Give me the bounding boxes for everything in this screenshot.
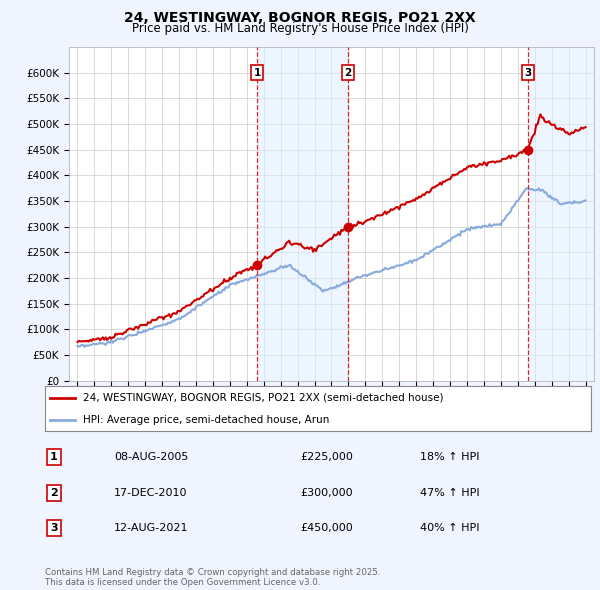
- Text: 2: 2: [344, 68, 352, 78]
- Text: 2: 2: [50, 488, 58, 497]
- Bar: [528, 47, 594, 381]
- Text: £225,000: £225,000: [300, 453, 353, 462]
- Text: 08-AUG-2005: 08-AUG-2005: [114, 453, 188, 462]
- Text: 3: 3: [524, 68, 532, 78]
- Text: £300,000: £300,000: [300, 488, 353, 497]
- Text: £450,000: £450,000: [300, 523, 353, 533]
- Text: 24, WESTINGWAY, BOGNOR REGIS, PO21 2XX (semi-detached house): 24, WESTINGWAY, BOGNOR REGIS, PO21 2XX (…: [83, 392, 444, 402]
- Text: 3: 3: [50, 523, 58, 533]
- Text: HPI: Average price, semi-detached house, Arun: HPI: Average price, semi-detached house,…: [83, 415, 329, 425]
- Text: 12-AUG-2021: 12-AUG-2021: [114, 523, 188, 533]
- Text: 17-DEC-2010: 17-DEC-2010: [114, 488, 187, 497]
- Text: 40% ↑ HPI: 40% ↑ HPI: [420, 523, 479, 533]
- Text: Price paid vs. HM Land Registry's House Price Index (HPI): Price paid vs. HM Land Registry's House …: [131, 22, 469, 35]
- Text: 18% ↑ HPI: 18% ↑ HPI: [420, 453, 479, 462]
- Text: 1: 1: [253, 68, 260, 78]
- Text: Contains HM Land Registry data © Crown copyright and database right 2025.
This d: Contains HM Land Registry data © Crown c…: [45, 568, 380, 587]
- Text: 1: 1: [50, 453, 58, 462]
- Text: 47% ↑ HPI: 47% ↑ HPI: [420, 488, 479, 497]
- Text: 24, WESTINGWAY, BOGNOR REGIS, PO21 2XX: 24, WESTINGWAY, BOGNOR REGIS, PO21 2XX: [124, 11, 476, 25]
- Bar: [257, 47, 348, 381]
